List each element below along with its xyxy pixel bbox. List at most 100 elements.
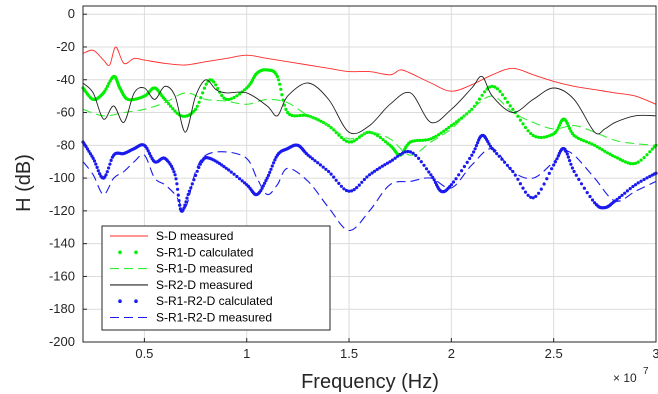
data-point	[290, 113, 294, 118]
data-point	[227, 168, 231, 172]
data-point	[195, 104, 199, 108]
data-point	[610, 154, 615, 158]
series-line	[82, 92, 657, 156]
data-point	[495, 87, 499, 91]
data-point	[421, 138, 425, 142]
data-point	[261, 184, 265, 188]
data-point	[376, 134, 380, 138]
data-point	[85, 147, 90, 151]
data-point	[539, 187, 543, 191]
data-point	[613, 155, 617, 159]
data-point	[442, 129, 446, 133]
data-point	[534, 135, 538, 139]
data-point	[529, 195, 533, 199]
data-point	[457, 173, 461, 177]
data-point	[147, 151, 152, 156]
data-point	[526, 193, 530, 197]
series-line	[82, 46, 657, 105]
data-point	[454, 177, 458, 181]
data-point	[454, 120, 459, 124]
data-point	[498, 89, 502, 93]
data-point	[321, 165, 325, 169]
y-tick-labels: 0 -20 -40 -60 -80 -100 -120 -140 -160 -180 -200	[49, 6, 75, 349]
data-point	[96, 169, 100, 173]
data-point	[197, 100, 201, 104]
data-point	[565, 152, 569, 156]
y-axis-label: H (dB)	[13, 154, 35, 212]
data-point	[339, 135, 343, 140]
data-point	[545, 177, 549, 181]
data-point	[235, 94, 239, 98]
data-point	[171, 107, 175, 111]
data-point	[424, 167, 429, 171]
data-point	[401, 151, 405, 155]
legend-marker	[134, 299, 138, 304]
data-point	[316, 161, 320, 165]
data-point	[486, 139, 490, 144]
data-point	[182, 206, 186, 210]
series-line	[82, 148, 657, 232]
data-point	[184, 200, 188, 204]
y-tick-label: -80	[56, 137, 75, 152]
data-point	[212, 80, 216, 84]
data-point	[235, 174, 239, 179]
data-point	[329, 126, 333, 130]
data-point	[577, 177, 581, 181]
data-point	[616, 156, 620, 160]
data-point	[104, 173, 108, 177]
data-point	[344, 188, 349, 193]
data-point	[355, 186, 359, 190]
data-point	[342, 138, 346, 142]
y-tick-label: -160	[49, 268, 75, 283]
data-point	[370, 171, 374, 175]
data-point	[238, 177, 242, 181]
data-point	[523, 125, 528, 130]
data-point	[263, 181, 267, 185]
data-point	[373, 169, 377, 173]
data-point	[146, 149, 150, 153]
legend: S-D measured S-R1-D calculated S-R1-D meas…	[101, 225, 331, 331]
data-point	[585, 191, 589, 195]
data-point	[516, 114, 520, 118]
data-point	[201, 91, 205, 95]
data-point	[269, 167, 273, 171]
data-point	[232, 172, 236, 176]
data-point	[172, 170, 176, 174]
data-point	[216, 86, 220, 91]
data-point	[357, 183, 361, 187]
data-point	[529, 131, 533, 136]
y-tick-label: -60	[56, 105, 75, 120]
legend-label: S-R2-D measured	[156, 278, 253, 292]
legend-marker	[118, 299, 122, 304]
data-point	[98, 172, 102, 176]
data-point	[648, 150, 652, 154]
data-point	[605, 151, 610, 155]
data-point	[584, 140, 589, 144]
data-point	[547, 171, 551, 175]
data-point	[390, 158, 395, 162]
data-point	[587, 141, 591, 145]
data-point	[500, 93, 505, 97]
data-point	[265, 176, 269, 180]
data-point	[104, 87, 108, 91]
data-point	[282, 103, 286, 107]
data-point	[273, 158, 277, 162]
y-tick-label: -200	[49, 334, 75, 349]
data-point	[495, 152, 499, 156]
data-point	[545, 135, 549, 139]
data-point	[598, 146, 602, 150]
data-point	[167, 102, 171, 106]
data-point	[418, 138, 422, 142]
data-point	[505, 163, 509, 167]
data-point	[224, 166, 228, 170]
data-point	[183, 203, 187, 207]
data-point	[432, 178, 436, 182]
data-point	[347, 189, 351, 193]
data-point	[91, 156, 95, 160]
data-point	[474, 144, 478, 148]
data-point	[308, 155, 312, 159]
data-point	[92, 159, 97, 163]
data-point	[319, 119, 323, 123]
series-s-r1-r2-d-calculated	[81, 133, 658, 213]
